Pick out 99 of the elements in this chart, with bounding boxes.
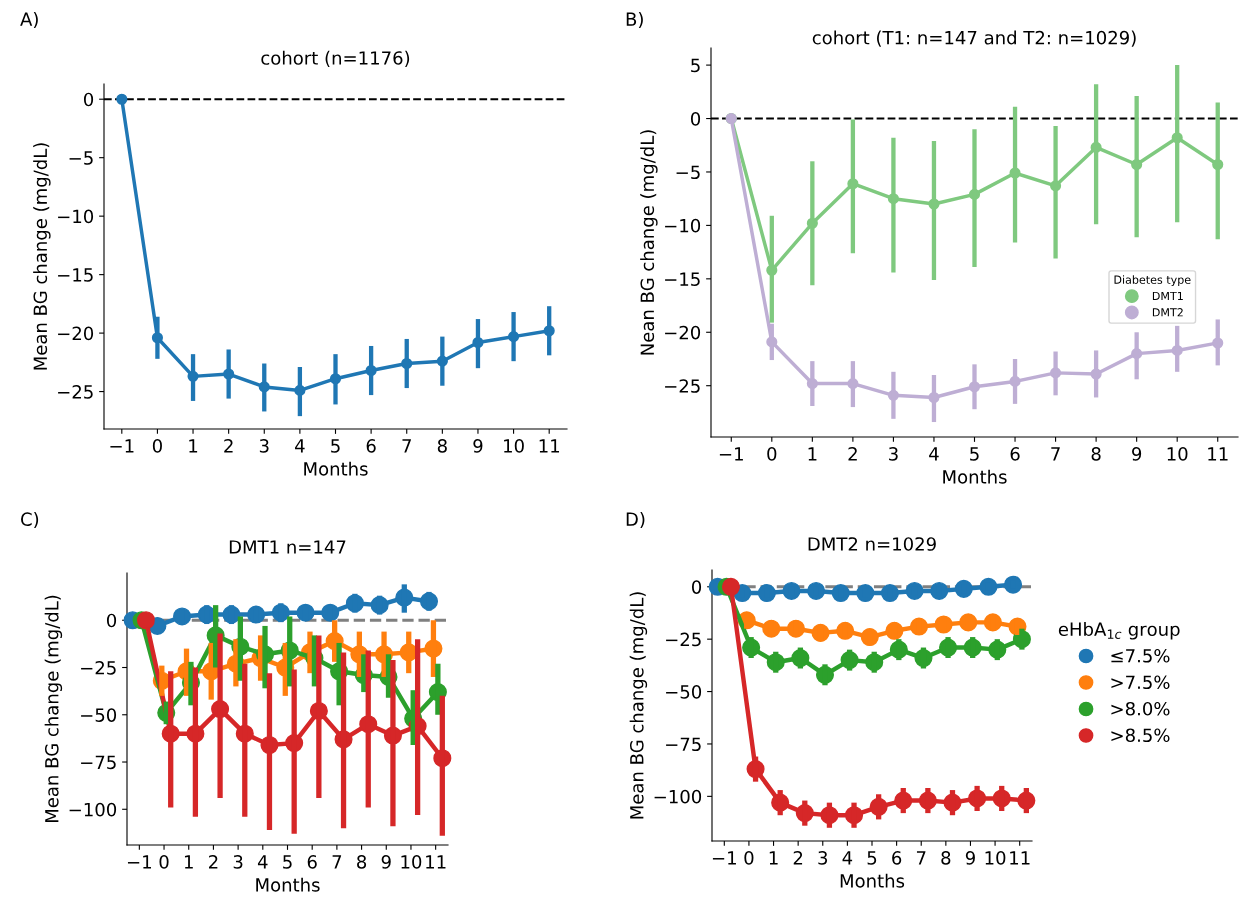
x-tick-label: 6 (1010, 447, 1020, 461)
x-tick-label: 0 (744, 851, 754, 865)
y-tick-label: −10 (665, 218, 701, 233)
legend-label: DMT2 (1152, 308, 1183, 317)
x-tick-label: 4 (257, 855, 268, 869)
x-tick-label: −1 (127, 855, 151, 869)
y-axis-title: Mean BG change (mg/dL) (629, 592, 648, 819)
x-tick-label: 3 (233, 855, 243, 869)
y-tick-label: −25 (666, 632, 701, 647)
y-tick-label: −50 (666, 685, 702, 699)
x-axis-title: Months (943, 469, 1007, 484)
x-tick-label: 2 (848, 447, 857, 461)
y-tick-label: −15 (665, 272, 700, 286)
x-tick-label: 8 (941, 851, 951, 865)
y-tick-label: −100 (654, 789, 702, 804)
x-tick-label: 11 (1208, 447, 1228, 461)
x-tick-label: 7 (332, 855, 342, 869)
y-tick-label: 5 (691, 58, 700, 73)
x-tick-label: 2 (793, 851, 803, 865)
x-tick-label: 9 (381, 855, 391, 869)
legend-label: >8.5% (1111, 728, 1170, 743)
x-tick-label: 9 (473, 439, 483, 453)
legend-title: eHbA$_{1c}$ group (1058, 622, 1180, 640)
y-tick-label: −25 (81, 660, 116, 675)
y-tick-label: −15 (58, 268, 93, 282)
x-tick-label: 4 (842, 851, 853, 865)
x-tick-label: 5 (331, 439, 340, 453)
x-tick-label: 7 (402, 439, 411, 453)
x-tick-label: −1 (110, 439, 134, 453)
y-tick-label: −25 (665, 379, 700, 393)
legend-title: Diabetes type (1114, 275, 1191, 287)
x-tick-label: 0 (152, 439, 162, 453)
y-tick-label: −20 (58, 326, 94, 341)
x-tick-label: 1 (189, 439, 198, 453)
chart-title: DMT2 n=1029 (808, 537, 936, 551)
y-tick-label: 0 (83, 92, 94, 107)
y-tick-label: −10 (58, 209, 94, 224)
x-tick-label: 6 (366, 439, 376, 453)
x-tick-label: −1 (712, 851, 736, 865)
legend-label: ≤7.5% (1111, 648, 1170, 663)
x-tick-label: 8 (1091, 447, 1101, 461)
chart-title: cohort (T1: n=147 and T2: n=1029) (812, 30, 1136, 47)
y-tick-label: −5 (69, 151, 93, 165)
x-tick-label: 7 (1051, 447, 1060, 461)
x-tick-label: 3 (889, 447, 898, 461)
x-tick-label: 10 (985, 851, 1006, 865)
legend-label: >8.0% (1111, 701, 1170, 716)
y-tick-label: 0 (691, 580, 702, 594)
y-tick-label: −5 (676, 165, 700, 180)
x-tick-label: 3 (259, 439, 269, 453)
x-tick-label: 4 (295, 439, 305, 453)
text: B) (626, 12, 643, 29)
legend-label: >7.5% (1111, 675, 1170, 690)
y-tick-label: −75 (81, 755, 116, 770)
x-tick-label: 7 (916, 851, 926, 865)
x-tick-label: 0 (767, 447, 777, 461)
x-tick-label: 1 (769, 851, 778, 865)
y-tick-label: −100 (69, 802, 117, 817)
y-tick-label: −50 (81, 708, 117, 722)
y-axis-title: Nean BG change (mg/dL) (640, 130, 658, 355)
x-tick-label: 11 (1010, 851, 1030, 865)
x-axis-title: Months (256, 877, 320, 892)
x-tick-label: 10 (401, 855, 422, 869)
x-tick-label: 3 (818, 851, 828, 865)
y-axis-title: Mean BG change (mg/dL) (33, 143, 51, 370)
x-tick-label: 4 (929, 447, 939, 461)
x-tick-label: 11 (539, 439, 560, 453)
x-tick-label: 9 (965, 851, 975, 865)
x-axis-title: Months (304, 461, 368, 476)
x-tick-label: 6 (892, 851, 902, 865)
chart-title: cohort (n=1176) (261, 50, 410, 67)
x-tick-label: 5 (970, 447, 979, 461)
x-tick-label: 8 (357, 855, 367, 869)
x-tick-label: 8 (437, 439, 447, 453)
text: D) (626, 512, 645, 529)
x-tick-label: 2 (224, 439, 233, 453)
x-axis-title: Months (840, 873, 905, 888)
x-tick-label: 10 (1167, 447, 1188, 461)
x-tick-label: 1 (184, 855, 193, 869)
y-axis-title: Mean BG change (mg/dL) (44, 595, 63, 823)
x-tick-label: 5 (283, 855, 292, 869)
x-tick-label: 10 (504, 439, 524, 453)
x-tick-label: −1 (719, 447, 743, 461)
x-tick-label: 2 (209, 855, 218, 869)
y-tick-label: −20 (665, 325, 701, 340)
x-tick-label: 6 (307, 855, 317, 869)
y-tick-label: −25 (58, 385, 93, 399)
y-tick-label: −75 (666, 737, 701, 752)
x-tick-label: 5 (867, 851, 877, 865)
chart-title: DMT1 n=147 (229, 540, 346, 554)
x-tick-label: 9 (1132, 447, 1142, 461)
x-tick-label: 1 (808, 447, 817, 461)
x-tick-label: 0 (159, 855, 169, 869)
legend-label: DMT1 (1152, 291, 1183, 301)
y-tick-label: 0 (106, 613, 117, 628)
text: A) (20, 12, 38, 29)
text: C) (21, 512, 39, 529)
x-tick-label: 11 (426, 855, 446, 869)
y-tick-label: 0 (690, 111, 701, 126)
